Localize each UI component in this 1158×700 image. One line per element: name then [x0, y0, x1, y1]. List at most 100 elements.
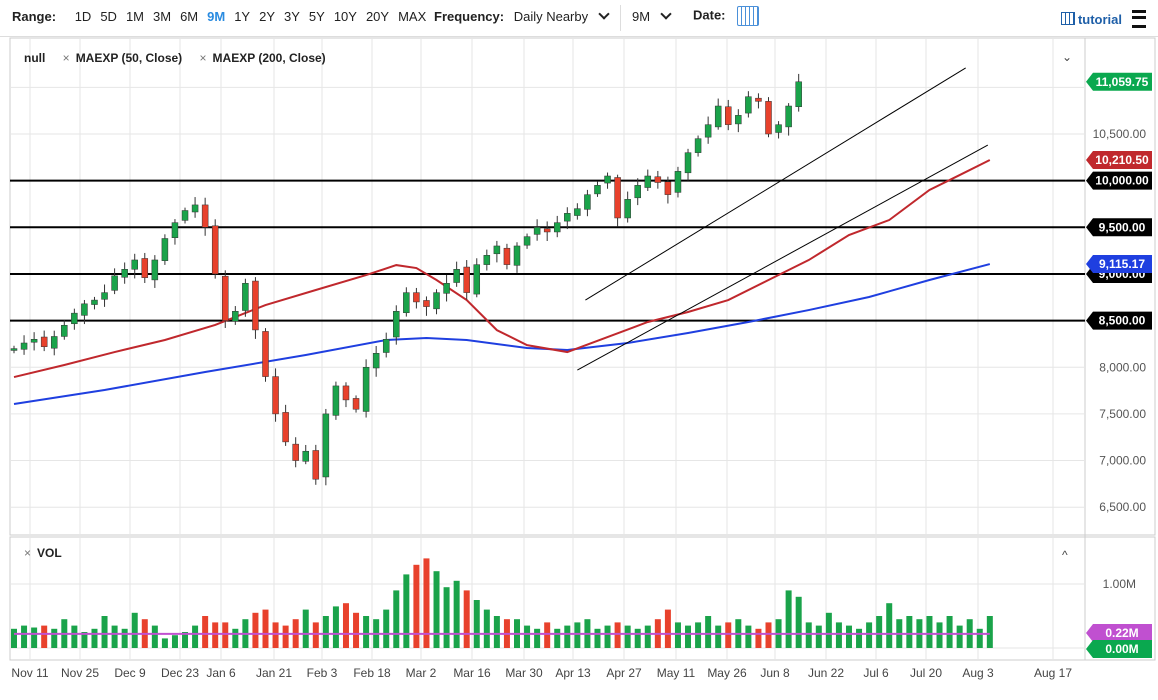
volume-axis-label: 1.00M — [1103, 577, 1136, 591]
candle-body — [553, 222, 561, 233]
remove-study-icon[interactable]: × — [199, 51, 207, 65]
volume-bar — [11, 628, 17, 648]
film-icon — [1060, 12, 1075, 25]
range-10y[interactable]: 10Y — [333, 9, 357, 24]
last-price-tag-bg — [1086, 72, 1152, 91]
range-6m[interactable]: 6M — [180, 9, 199, 24]
candle-body — [664, 181, 672, 195]
volume-bar — [383, 609, 390, 648]
candle — [714, 98, 722, 130]
chevron-up-icon[interactable]: ^ — [1062, 548, 1068, 562]
candle — [564, 207, 571, 230]
candle-body — [594, 185, 601, 195]
period-selector[interactable]: 9M — [632, 8, 672, 24]
candle — [232, 306, 239, 325]
candle-body — [81, 303, 88, 316]
frequency-selector[interactable]: Frequency: Daily Nearby — [434, 8, 610, 24]
range-20y[interactable]: 20Y — [365, 9, 390, 24]
candle-body — [312, 450, 320, 480]
candle — [191, 197, 199, 218]
volume-bar — [353, 612, 360, 648]
range-1d[interactable]: 1D — [74, 9, 92, 24]
volume-bar — [302, 609, 309, 648]
tutorial-link[interactable]: tutorial — [1060, 12, 1122, 27]
range-1m[interactable]: 1M — [125, 9, 144, 24]
volume-bar — [785, 590, 792, 648]
candle-body — [151, 259, 159, 281]
range-5y[interactable]: 5Y — [308, 9, 325, 24]
candle-body — [352, 398, 360, 410]
volume-bar — [926, 616, 933, 648]
volume-bar — [171, 635, 178, 648]
divider — [620, 5, 621, 31]
level-tag: 9,500.00 — [1086, 218, 1152, 237]
volume-bar — [111, 625, 118, 648]
calendar-icon[interactable] — [737, 6, 760, 26]
candle-body — [684, 152, 692, 174]
candle-body — [322, 413, 330, 478]
study-ma50-label: MAEXP (50, Close) — [75, 51, 183, 65]
last-price-tag-text: 11,059.75 — [1096, 75, 1149, 89]
x-tick-label: Jul 6 — [863, 666, 889, 680]
y-tick-label: 10,500.00 — [1093, 127, 1147, 141]
range-3m[interactable]: 3M — [153, 9, 172, 24]
candle — [694, 135, 702, 157]
volume-bar — [182, 632, 189, 648]
candle-body — [272, 376, 279, 415]
volume-bar — [725, 622, 732, 648]
candle-body — [332, 385, 340, 416]
candle — [533, 219, 541, 241]
x-tick-label: Feb 3 — [307, 666, 338, 680]
study-ma200-label: MAEXP (200, Close) — [212, 51, 326, 65]
volume-bar — [755, 628, 762, 648]
x-tick-label: May 26 — [707, 666, 747, 680]
period-value[interactable]: 9M — [632, 9, 651, 24]
candle-body — [50, 336, 58, 349]
candle — [574, 203, 581, 220]
range-9m[interactable]: 9M — [207, 9, 226, 24]
hamburger-menu-icon[interactable] — [1132, 10, 1146, 28]
date-picker[interactable]: Date: — [693, 6, 760, 26]
candle — [664, 176, 672, 204]
candle — [141, 252, 149, 284]
range-max[interactable]: MAX — [398, 9, 427, 24]
volume-label: VOL — [37, 546, 62, 560]
volume-bar — [986, 616, 993, 648]
candle — [775, 121, 782, 139]
tutorial-label[interactable]: tutorial — [1077, 12, 1122, 27]
candle — [614, 174, 621, 227]
chevron-down-icon[interactable]: ⌄ — [1062, 50, 1073, 64]
candle — [443, 274, 450, 302]
candle — [272, 368, 279, 422]
volume-bar — [483, 609, 490, 648]
range-1y[interactable]: 1Y — [234, 9, 251, 24]
ma200-tag: 9,115.17 — [1086, 255, 1152, 274]
ma200-tag-bg — [1086, 255, 1152, 274]
candle — [463, 260, 470, 300]
volume-bar — [222, 622, 229, 648]
volume-bar — [564, 625, 571, 648]
candle — [71, 308, 78, 330]
candle — [262, 328, 269, 382]
candle — [795, 73, 802, 112]
x-tick-label: Aug 3 — [962, 666, 994, 680]
range-3y[interactable]: 3Y — [284, 9, 300, 24]
range-5d[interactable]: 5D — [100, 9, 117, 24]
candle-body — [543, 228, 551, 233]
frequency-value[interactable]: Daily Nearby — [513, 9, 589, 24]
volume-last-tag-text: 0.00M — [1105, 642, 1138, 656]
candle-body — [634, 185, 641, 199]
candle-body — [564, 213, 571, 222]
remove-volume-icon[interactable]: × — [24, 546, 32, 560]
volume-bar — [634, 628, 641, 648]
candle — [604, 172, 611, 189]
candle-body — [171, 222, 179, 238]
volume-bar — [423, 558, 430, 648]
remove-study-icon[interactable]: × — [62, 51, 70, 65]
level-tag-text: 10,000.00 — [1095, 174, 1149, 188]
volume-bar — [312, 622, 319, 648]
ma50-tag: 10,210.50 — [1086, 151, 1152, 170]
range-2y[interactable]: 2Y — [259, 9, 275, 24]
x-tick-label: Aug 17 — [1034, 666, 1072, 680]
